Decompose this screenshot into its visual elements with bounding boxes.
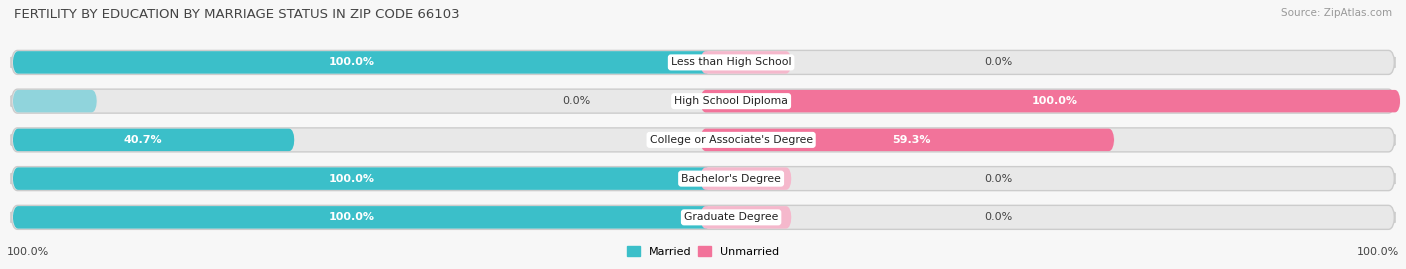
Text: High School Diploma: High School Diploma [675,96,787,106]
Text: 0.0%: 0.0% [562,96,591,106]
FancyBboxPatch shape [700,90,1400,112]
Text: 0.0%: 0.0% [984,212,1012,222]
Text: Source: ZipAtlas.com: Source: ZipAtlas.com [1281,8,1392,18]
FancyBboxPatch shape [700,167,792,190]
FancyBboxPatch shape [13,90,97,112]
FancyBboxPatch shape [13,206,711,229]
FancyBboxPatch shape [11,167,1395,191]
Text: Bachelor's Degree: Bachelor's Degree [681,174,782,184]
Text: 59.3%: 59.3% [893,135,931,145]
Text: 0.0%: 0.0% [984,174,1012,184]
FancyBboxPatch shape [13,167,711,190]
FancyBboxPatch shape [11,50,1395,75]
FancyBboxPatch shape [13,129,295,151]
Text: 100.0%: 100.0% [1032,96,1077,106]
Legend: Married, Unmarried: Married, Unmarried [627,246,779,257]
Text: 0.0%: 0.0% [984,57,1012,68]
Text: 100.0%: 100.0% [7,246,49,257]
FancyBboxPatch shape [13,51,711,74]
Text: 100.0%: 100.0% [329,174,374,184]
Text: Less than High School: Less than High School [671,57,792,68]
FancyBboxPatch shape [700,129,1115,151]
Text: 100.0%: 100.0% [1357,246,1399,257]
Text: 100.0%: 100.0% [329,212,374,222]
FancyBboxPatch shape [11,89,1395,113]
Text: Graduate Degree: Graduate Degree [683,212,779,222]
Text: 40.7%: 40.7% [124,135,162,145]
FancyBboxPatch shape [11,205,1395,229]
Text: 100.0%: 100.0% [329,57,374,68]
FancyBboxPatch shape [700,206,792,229]
FancyBboxPatch shape [700,51,792,74]
FancyBboxPatch shape [11,128,1395,152]
Text: College or Associate's Degree: College or Associate's Degree [650,135,813,145]
Text: FERTILITY BY EDUCATION BY MARRIAGE STATUS IN ZIP CODE 66103: FERTILITY BY EDUCATION BY MARRIAGE STATU… [14,8,460,21]
